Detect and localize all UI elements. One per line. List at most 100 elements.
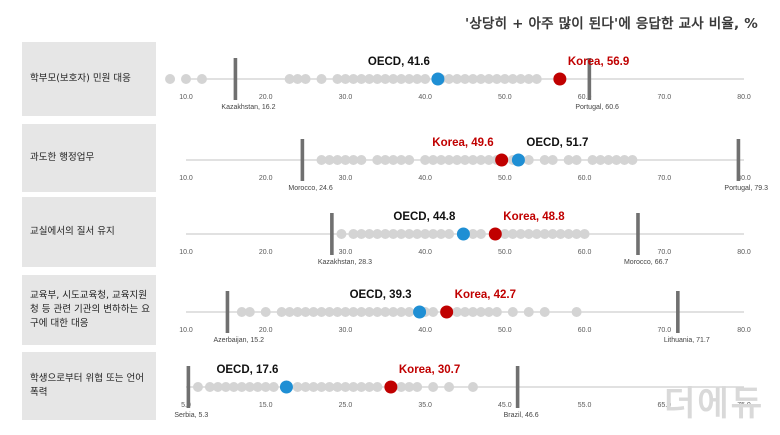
tick-label: 80.0 bbox=[737, 175, 751, 182]
oecd-point bbox=[456, 227, 470, 241]
max-marker bbox=[587, 58, 592, 100]
country-dot bbox=[499, 229, 510, 239]
country-dot bbox=[475, 229, 486, 239]
korea-point bbox=[488, 227, 502, 241]
country-dot bbox=[388, 229, 399, 239]
category-label: 교실에서의 질서 유지 bbox=[30, 226, 115, 237]
panel-admin-work: 과도한 행정업무 10.0 20.0 30.0 40.0 50.0 60.0 70.0 80.… bbox=[22, 124, 768, 192]
country-dot bbox=[483, 155, 494, 165]
country-dot bbox=[452, 307, 463, 317]
max-marker bbox=[736, 139, 741, 181]
country-dot bbox=[388, 74, 399, 84]
tick-label: 15.0 bbox=[259, 402, 273, 409]
oecd-label: OECD, 17.6 bbox=[216, 364, 278, 376]
country-dot bbox=[244, 307, 255, 317]
country-dot bbox=[316, 382, 327, 392]
dot-plot: 10.0 20.0 30.0 40.0 50.0 60.0 70.0 80.0 Azerbaij… bbox=[156, 275, 752, 345]
country-dot bbox=[380, 155, 391, 165]
country-dot bbox=[336, 229, 347, 239]
country-dot bbox=[260, 382, 271, 392]
country-dot bbox=[547, 155, 558, 165]
tick-label: 50.0 bbox=[498, 94, 512, 101]
country-dot bbox=[340, 382, 351, 392]
dot-plot-svg: 10.0 20.0 30.0 40.0 50.0 60.0 70.0 80.0 Morocco,… bbox=[179, 137, 768, 192]
tick-label: 40.0 bbox=[418, 94, 432, 101]
panel-classroom-order: 교실에서의 질서 유지 10.0 20.0 30.0 40.0 50.0 60.0 70.0… bbox=[22, 197, 752, 267]
country-dot bbox=[563, 229, 574, 239]
tick-label: 50.0 bbox=[498, 249, 512, 256]
country-dot bbox=[364, 229, 375, 239]
max-marker bbox=[515, 366, 520, 408]
panel-student-threats: 학생으로부터 위협 또는 언어 폭력 5.0 15.0 25.0 35.0 45.0 55… bbox=[22, 352, 752, 420]
country-dot bbox=[539, 155, 550, 165]
chart-caption: '상당히 + 아주 많이 된다'에 응답한 교사 비율, % bbox=[465, 16, 758, 32]
country-dot bbox=[380, 307, 391, 317]
tick-label: 40.0 bbox=[418, 327, 432, 334]
tick-label: 50.0 bbox=[498, 175, 512, 182]
country-dot bbox=[388, 155, 399, 165]
country-dot bbox=[571, 307, 582, 317]
country-dot bbox=[444, 382, 455, 392]
oecd-point bbox=[511, 153, 525, 167]
tick-label: 60.0 bbox=[578, 94, 592, 101]
country-dot bbox=[308, 382, 319, 392]
tick-label: 65.0 bbox=[657, 402, 671, 409]
country-dot bbox=[627, 155, 638, 165]
min-marker bbox=[186, 366, 191, 408]
country-dot bbox=[436, 229, 447, 239]
panel-authority-demands: 교육부, 시도교육청, 교육지원청 등 관련 기관의 변하하는 요구에 대한 대… bbox=[22, 275, 752, 345]
country-dot bbox=[515, 74, 526, 84]
country-dot bbox=[308, 307, 319, 317]
max-marker bbox=[636, 213, 640, 255]
country-dot bbox=[467, 382, 478, 392]
country-dot bbox=[324, 155, 335, 165]
country-dot bbox=[316, 155, 327, 165]
tick-label: 25.0 bbox=[339, 402, 353, 409]
korea-point bbox=[440, 305, 454, 319]
tick-label: 10.0 bbox=[179, 327, 193, 334]
max-marker bbox=[676, 291, 680, 333]
country-dot bbox=[428, 229, 439, 239]
tick-label: 10.0 bbox=[179, 94, 193, 101]
country-dot bbox=[531, 229, 542, 239]
country-dot bbox=[204, 382, 215, 392]
country-dot bbox=[539, 307, 550, 317]
country-dot bbox=[236, 382, 247, 392]
country-dot bbox=[316, 307, 327, 317]
category-label-box: 학부모(보호자) 민원 대응 bbox=[22, 42, 156, 116]
country-dot bbox=[475, 74, 486, 84]
panel-parent-complaints: 학부모(보호자) 민원 대응 10.0 20.0 30.0 40.0 50.0 60.0 7… bbox=[22, 42, 752, 116]
country-dot bbox=[523, 74, 534, 84]
country-dot bbox=[571, 155, 582, 165]
country-dot bbox=[165, 74, 176, 84]
country-dot bbox=[356, 74, 367, 84]
country-dot bbox=[364, 307, 375, 317]
category-label-box: 학생으로부터 위협 또는 언어 폭력 bbox=[22, 352, 156, 420]
country-dot bbox=[444, 229, 455, 239]
country-dot bbox=[467, 307, 478, 317]
tick-label: 40.0 bbox=[418, 249, 432, 256]
country-dot bbox=[356, 307, 367, 317]
max-label: Brazil, 46.6 bbox=[504, 412, 539, 419]
country-dot bbox=[436, 155, 447, 165]
tick-label: 20.0 bbox=[259, 94, 273, 101]
tick-label: 70.0 bbox=[657, 175, 671, 182]
country-dot bbox=[348, 74, 359, 84]
oecd-label: OECD, 44.8 bbox=[393, 211, 456, 223]
tick-label: 45.0 bbox=[498, 402, 512, 409]
country-dot bbox=[332, 382, 343, 392]
country-dot bbox=[396, 382, 407, 392]
tick-label: 60.0 bbox=[578, 249, 592, 256]
country-dot bbox=[595, 155, 606, 165]
min-label: Azerbaijan, 15.2 bbox=[213, 337, 264, 344]
country-dot bbox=[380, 229, 391, 239]
max-label: Portugal, 60.6 bbox=[575, 104, 619, 111]
country-dot bbox=[587, 155, 598, 165]
korea-label: Korea, 30.7 bbox=[399, 364, 460, 376]
country-dot bbox=[483, 74, 494, 84]
country-dot bbox=[348, 155, 359, 165]
tick-label: 80.0 bbox=[737, 249, 751, 256]
country-dot bbox=[260, 307, 271, 317]
korea-label: Korea, 42.7 bbox=[455, 289, 516, 301]
country-dot bbox=[467, 155, 478, 165]
